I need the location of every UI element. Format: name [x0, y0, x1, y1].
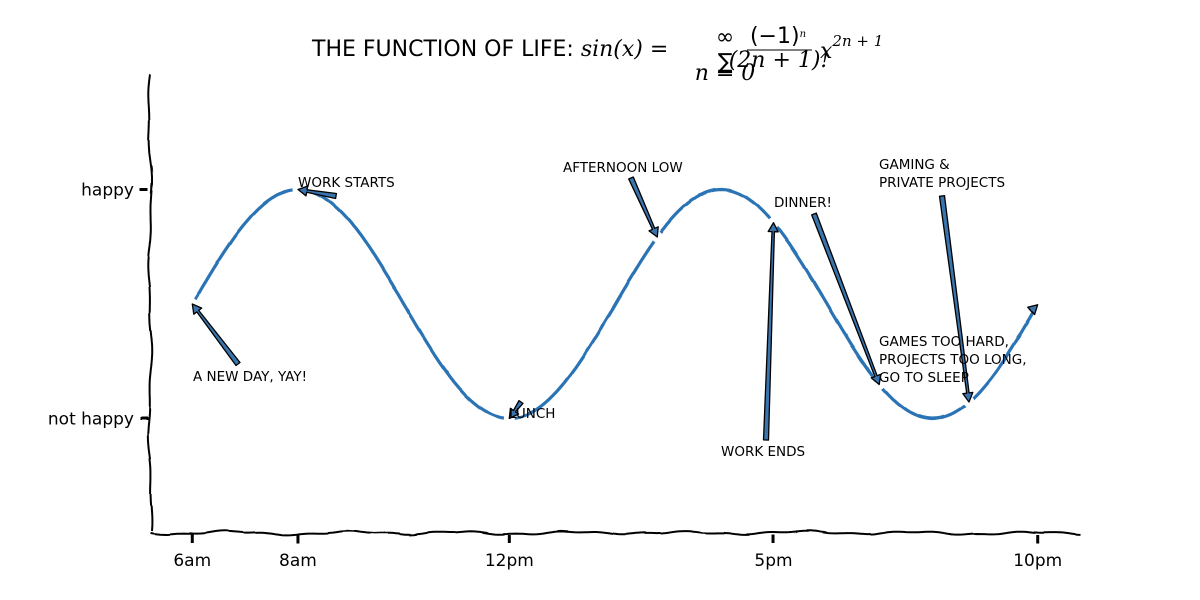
annotation-label: DINNER!	[774, 195, 832, 211]
annotations: A NEW DAY, YAY! WORK STARTS LUNCH AFTERNOON…	[186, 157, 1044, 460]
title-frac-num: (−1)	[750, 24, 800, 49]
title-formula-lhs: sin(x) =	[581, 37, 669, 62]
x-tick-label: 8am	[279, 551, 317, 571]
title-sum-top: ∞	[716, 25, 734, 50]
chart-title: THE FUNCTION OF LIFE: sin(x) = ∞ ∑ n = 0…	[311, 24, 883, 86]
annotation-label: GAMING &	[879, 157, 950, 173]
tick-labels: 6am 8am 12pm 5pm 10pm happy not happy	[48, 181, 1062, 572]
annotation-label: PRIVATE PROJECTS	[879, 175, 1005, 191]
title-sum-symbol: ∑	[718, 50, 733, 75]
title-term-var: x	[820, 39, 833, 64]
annotation-label: A NEW DAY, YAY!	[193, 369, 307, 385]
x-tick-label: 10pm	[1013, 551, 1062, 571]
y-tick-label: happy	[81, 181, 134, 201]
annotation-arrow	[628, 176, 659, 238]
title-frac-num-exp: n	[800, 29, 806, 40]
annotation-arrow	[508, 399, 524, 420]
title-prefix: THE FUNCTION OF LIFE:	[311, 37, 581, 62]
annotation-label: AFTERNOON LOW	[563, 160, 683, 176]
x-tick-label: 12pm	[485, 551, 534, 571]
x-tick-label: 6am	[173, 551, 211, 571]
annotation-label: WORK ENDS	[721, 444, 805, 460]
annotation-label: GO TO SLEEP	[879, 370, 969, 386]
series-line	[190, 187, 1040, 421]
y-tick-label: not happy	[48, 410, 134, 430]
title-term-exp: 2n + 1	[831, 32, 883, 50]
svg-text:x2n + 1: x2n + 1	[820, 32, 883, 64]
axes	[140, 74, 1081, 543]
x-axis-line	[149, 530, 1081, 536]
title-sum-bottom: n = 0	[695, 61, 756, 86]
svg-text:THE FUNCTION OF LIFE: sin(x) =: THE FUNCTION OF LIFE: sin(x) =	[311, 37, 668, 62]
annotation-arrow	[1027, 304, 1039, 316]
y-axis-line	[146, 74, 154, 532]
annotation-arrow	[938, 195, 974, 403]
annotation-arrow	[297, 185, 338, 200]
annotation-arrow	[811, 212, 882, 386]
annotation-arrow	[191, 303, 241, 367]
annotation-arrow	[762, 222, 779, 441]
series	[188, 185, 1042, 423]
annotation-label: GAMES TOO HARD,	[879, 334, 1009, 350]
annotation-label: PROJECTS TOO LONG,	[879, 352, 1027, 368]
svg-text:(−1)n: (−1)n	[750, 24, 806, 49]
title-frac-den: (2n + 1)!	[729, 48, 830, 73]
annotation-label: WORK STARTS	[298, 175, 395, 191]
annotation-label: LUNCH	[509, 406, 555, 422]
x-tick-label: 5pm	[754, 551, 792, 571]
